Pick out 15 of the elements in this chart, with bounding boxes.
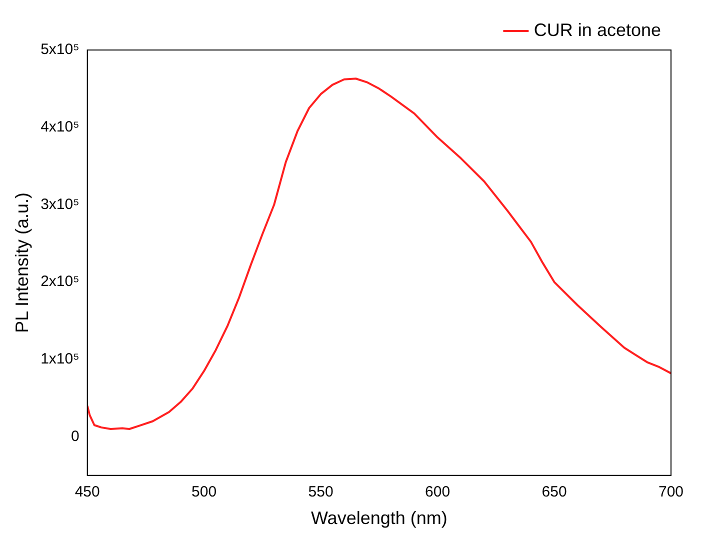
y-tick-label: 0: [71, 428, 80, 445]
x-axis-title: Wavelength (nm): [310, 508, 448, 528]
x-tick-label: 550: [308, 484, 334, 501]
x-tick-label: 600: [425, 484, 450, 501]
y-axis-title: PL Intensity (a.u.): [12, 192, 32, 333]
y-tick-label: 3x10⁵: [40, 196, 80, 213]
x-tick-label: 450: [74, 484, 100, 501]
y-tick-label: 2x10⁵: [40, 273, 80, 290]
legend-label: CUR in acetone: [534, 20, 662, 40]
x-tick-label: 500: [192, 484, 217, 501]
y-tick-label: 5x10⁵: [40, 41, 80, 58]
y-tick-label: 1x10⁵: [40, 350, 80, 368]
x-tick-label: 650: [542, 484, 567, 501]
y-tick-label: 4x10⁵: [40, 118, 80, 136]
x-tick-label: 700: [658, 484, 684, 501]
